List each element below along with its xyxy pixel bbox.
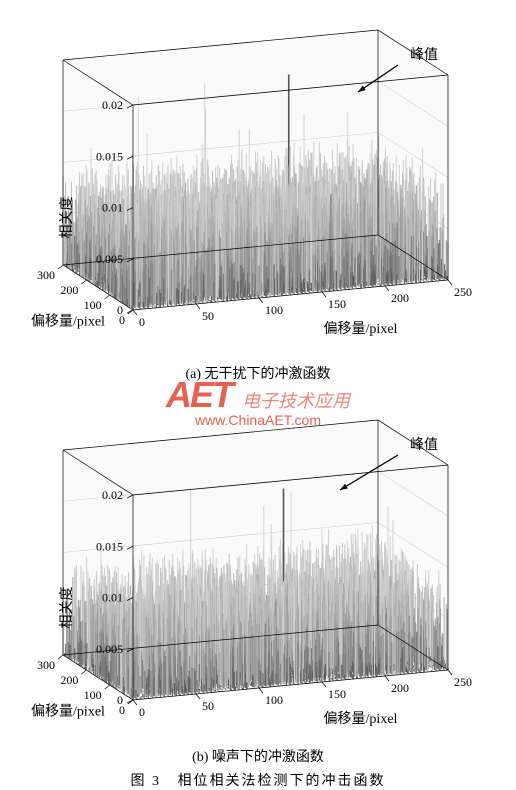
subtitle-a-text: 无干扰下的冲激函数: [205, 367, 331, 382]
subtitle-b-text: 噪声下的冲激函数: [212, 750, 324, 765]
figure-caption: 图 3 相位相关法检测下的冲击函数: [0, 770, 516, 790]
figure-title: 相位相关法检测下的冲击函数: [178, 774, 386, 789]
figure-number: 图 3: [131, 774, 162, 789]
watermark-cn: 电子技术应用: [242, 391, 350, 411]
chart-b: 00.0050.010.0150.02010020030005010015020…: [18, 410, 498, 750]
chart-a: 00.0050.010.0150.02010020030005010015020…: [18, 20, 498, 360]
subtitle-b-prefix: (b): [192, 750, 208, 765]
subtitle-a-prefix: (a): [185, 367, 201, 382]
subtitle-b: (b) 噪声下的冲激函数: [0, 746, 516, 766]
subtitle-a: (a) 无干扰下的冲激函数: [0, 363, 516, 383]
